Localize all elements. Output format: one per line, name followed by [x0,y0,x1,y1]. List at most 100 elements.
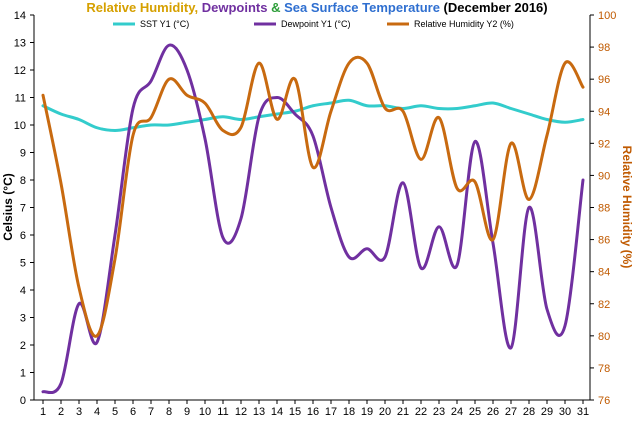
left-tick-label: 8 [20,175,26,187]
data-point-dewpoint-y1-c [150,80,152,82]
chart-title-part: Sea Surface Temperature [284,0,440,15]
chart-title-part: , [195,0,202,15]
data-point-sst-y1-c [366,105,368,107]
x-tick-label: 14 [271,406,283,418]
x-tick-label: 19 [361,406,373,418]
data-point-relative-humidity-y2 [294,78,296,80]
data-point-relative-humidity-y2 [456,187,458,189]
data-point-dewpoint-y1-c [330,206,332,209]
data-point-sst-y1-c [456,107,458,110]
x-tick-label: 15 [289,406,301,418]
data-point-relative-humidity-y2 [402,110,404,112]
data-point-dewpoint-y1-c [96,341,98,343]
data-point-relative-humidity-y2 [492,238,494,241]
data-point-dewpoint-y1-c [582,179,584,181]
left-tick-label: 7 [20,203,26,215]
data-point-dewpoint-y1-c [168,44,170,46]
data-point-dewpoint-y1-c [42,391,44,393]
x-tick-label: 20 [379,406,391,418]
data-point-dewpoint-y1-c [564,325,566,327]
right-tick-label: 84 [598,267,610,279]
data-point-dewpoint-y1-c [240,217,242,220]
data-point-relative-humidity-y2 [366,62,368,64]
data-point-relative-humidity-y2 [114,258,116,260]
left-tick-label: 12 [14,65,26,77]
x-tick-label: 2 [58,406,64,418]
left-tick-label: 10 [14,120,26,132]
right-tick-label: 100 [598,10,616,22]
data-point-relative-humidity-y2 [222,129,224,132]
data-point-sst-y1-c [492,102,494,104]
data-point-relative-humidity-y2 [168,78,170,80]
right-tick-label: 80 [598,331,610,343]
left-tick-label: 6 [20,230,26,242]
data-point-dewpoint-y1-c [402,182,404,184]
data-point-sst-y1-c [240,118,242,121]
data-point-dewpoint-y1-c [492,242,494,244]
data-point-dewpoint-y1-c [384,256,386,258]
series-layer [41,43,585,395]
right-tick-label: 82 [598,299,610,311]
data-point-relative-humidity-y2 [564,62,566,64]
data-point-relative-humidity-y2 [438,117,440,119]
data-point-relative-humidity-y2 [96,335,98,337]
data-point-dewpoint-y1-c [510,347,512,349]
data-point-dewpoint-y1-c [474,140,476,143]
x-tick-label: 31 [577,406,589,418]
x-tick-label: 26 [487,406,499,418]
x-tick-label: 16 [307,406,319,418]
chart-title-part: Relative Humidity [86,0,196,15]
x-tick-label: 6 [130,406,136,418]
legend-label: SST Y1 (°C) [140,19,189,29]
left-tick-label: 3 [20,313,26,325]
x-tick-label: 18 [343,406,355,418]
data-point-dewpoint-y1-c [258,116,260,118]
right-tick-label: 94 [598,106,610,118]
data-point-sst-y1-c [276,113,278,115]
x-tick-label: 9 [184,406,190,418]
data-point-sst-y1-c [60,113,62,115]
legend-label: Relative Humidity Y2 (%) [414,19,514,29]
data-point-sst-y1-c [168,124,170,126]
left-tick-label: 9 [20,148,26,160]
left-tick-label: 0 [20,395,26,407]
x-tick-label: 25 [469,406,481,418]
data-point-sst-y1-c [312,105,314,107]
x-tick-label: 5 [112,406,118,418]
left-tick-label: 4 [20,285,26,297]
x-tick-label: 22 [415,406,427,418]
data-point-dewpoint-y1-c [312,135,314,137]
data-point-relative-humidity-y2 [258,62,260,64]
data-point-dewpoint-y1-c [438,226,440,228]
data-point-relative-humidity-y2 [510,142,512,144]
series-line-sst-y1-c [41,98,585,132]
data-point-sst-y1-c [186,121,188,123]
data-point-dewpoint-y1-c [276,96,278,99]
left-tick-label: 14 [14,10,26,22]
legend: SST Y1 (°C) Dewpoint Y1 (°C) Relative Humi… [113,19,514,29]
x-tick-label: 17 [325,406,337,418]
data-point-dewpoint-y1-c [528,206,530,209]
chart-title-part: (December 2016) [440,0,548,15]
right-tick-label: 76 [598,395,610,407]
data-point-dewpoint-y1-c [456,264,458,266]
data-point-sst-y1-c [564,121,566,123]
x-tick-label: 10 [199,406,211,418]
right-tick-label: 78 [598,363,610,375]
x-tick-label: 7 [148,406,154,418]
x-tick-label: 21 [397,406,409,418]
data-point-dewpoint-y1-c [420,267,422,269]
x-tick-label: 3 [76,406,82,418]
right-axis: 76 78 80 82 84 86 88 90 92 94 96 98 100 [590,10,616,407]
data-point-sst-y1-c [96,127,98,129]
left-tick-label: 5 [20,258,26,270]
chart-title-part: Dewpoints [202,0,268,15]
data-point-sst-y1-c [330,102,332,104]
data-point-sst-y1-c [474,105,476,107]
data-point-dewpoint-y1-c [348,256,350,258]
data-point-sst-y1-c [510,107,512,110]
left-tick-label: 2 [20,340,26,352]
data-point-relative-humidity-y2 [528,198,530,201]
data-point-sst-y1-c [546,118,548,121]
right-tick-label: 96 [598,74,610,86]
